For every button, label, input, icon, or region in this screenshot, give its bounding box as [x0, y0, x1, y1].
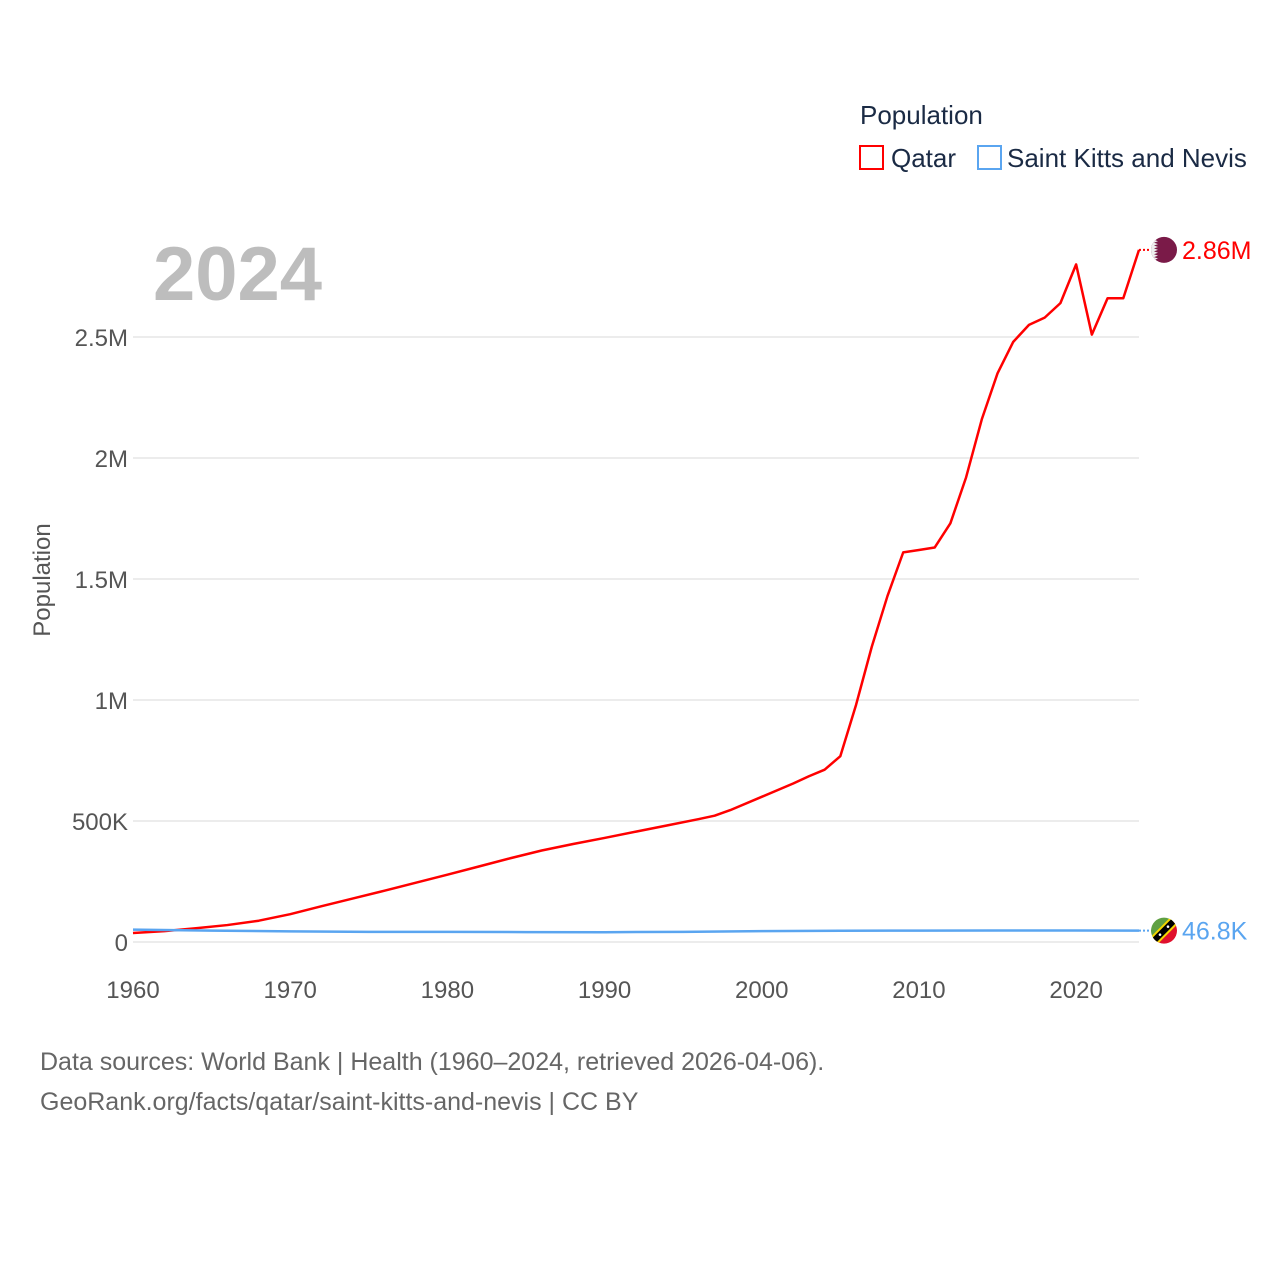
- legend-item-qatar[interactable]: Qatar: [859, 143, 956, 173]
- x-tick-label: 1970: [263, 977, 316, 1004]
- end-label-saint-kitts-and-nevis: 46.8K: [1182, 918, 1248, 946]
- y-tick-label: 2.5M: [75, 325, 128, 352]
- y-tick-label: 0: [115, 930, 128, 957]
- legend-swatch-saint-kitts-and-nevis: [977, 145, 1002, 170]
- flag-icon-qatar: [1151, 236, 1177, 263]
- grid: [133, 336, 1139, 943]
- source-line-1: Data sources: World Bank | Health (1960–…: [40, 1048, 825, 1076]
- x-tick-label: 2020: [1049, 977, 1102, 1004]
- y-tick-label: 500K: [72, 809, 128, 836]
- x-tick-label: 2000: [735, 977, 788, 1004]
- source-line-2[interactable]: GeoRank.org/facts/qatar/saint-kitts-and-…: [40, 1088, 639, 1116]
- flag-icon-saint-kitts-and-nevis: [1151, 917, 1177, 944]
- y-tick-label: 2M: [95, 446, 128, 473]
- y-axis-label: Population: [29, 523, 56, 636]
- legend-label-qatar: Qatar: [891, 143, 956, 173]
- legend-label-saint-kitts-and-nevis: Saint Kitts and Nevis: [1007, 143, 1247, 173]
- y-axis: 0 500K 1M 1.5M 2M 2.5M: [72, 325, 128, 957]
- legend-title: Population: [860, 100, 983, 130]
- x-axis: 1960 1970 1980 1990 2000 2010 2020: [106, 977, 1103, 1004]
- x-tick-label: 1980: [421, 977, 474, 1004]
- x-tick-label: 1960: [106, 977, 159, 1004]
- x-tick-label: 2010: [892, 977, 945, 1004]
- end-label-qatar: 2.86M: [1182, 237, 1251, 265]
- source-note: Data sources: World Bank | Health (1960–…: [40, 1042, 824, 1122]
- x-tick-label: 1990: [578, 977, 631, 1004]
- series-line-qatar: [132, 249, 1141, 935]
- series-line-saint-kitts-and-nevis: [132, 928, 1140, 934]
- series-lines: [132, 249, 1141, 935]
- year-label: 2024: [153, 232, 322, 317]
- end-markers: 2.86M 46.8K: [1139, 236, 1251, 946]
- legend-swatch-qatar: [859, 145, 884, 170]
- y-tick-label: 1M: [95, 688, 128, 715]
- legend-item-saint-kitts-and-nevis[interactable]: Saint Kitts and Nevis: [977, 143, 1247, 173]
- y-tick-label: 1.5M: [75, 567, 128, 594]
